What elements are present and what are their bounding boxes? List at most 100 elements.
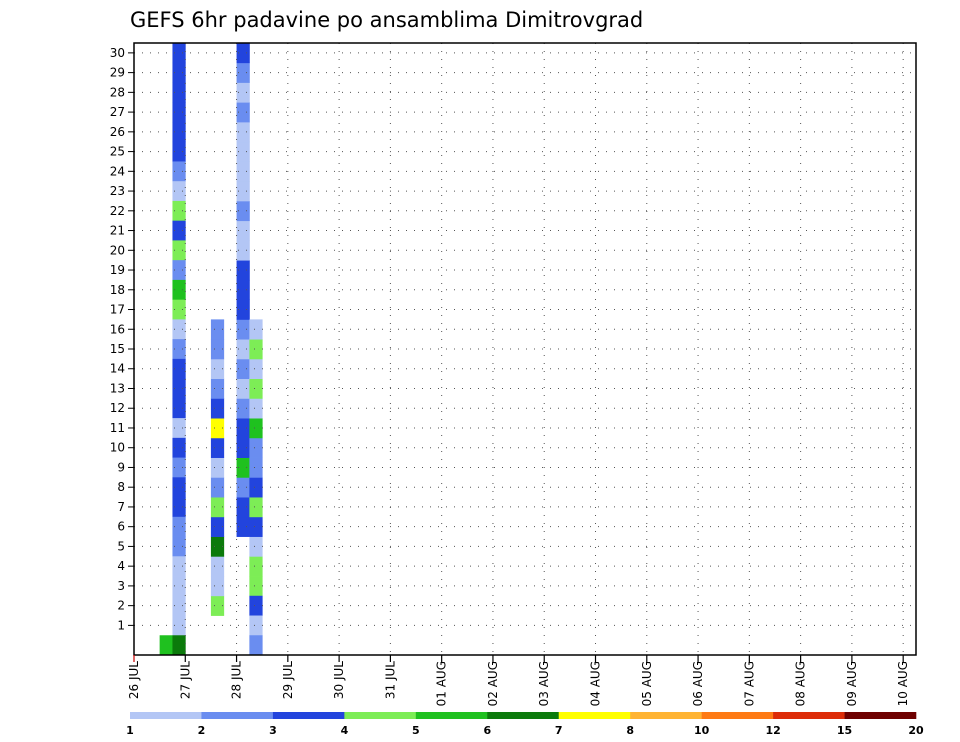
x-tick-label: 04 AUG [589,661,603,706]
precip-cell [236,437,250,458]
y-tick-label: 15 [110,342,125,356]
x-tick-label: 28 JUL [230,661,244,699]
precip-cell [172,279,186,301]
y-axis: 1234567891011121314151617181920212223242… [110,46,134,632]
legend-swatch [773,712,845,719]
precip-cell [249,536,263,557]
precip-cell [249,418,263,439]
legend-label: 1 [126,724,134,737]
precip-cell [172,437,186,458]
legend-label: 8 [626,724,634,737]
legend-label: 3 [269,724,277,737]
precip-cell [236,62,250,83]
precip-cell [249,556,263,577]
precip-cell [236,121,250,143]
precip-cell [210,457,225,478]
precip-cell [172,635,186,656]
precip-cell [210,358,225,380]
precip-cell [236,240,250,261]
precip-cell [249,497,263,518]
precip-cell [172,240,186,261]
precip-cell [210,536,225,557]
legend-swatch [415,712,488,719]
legend-label: 7 [555,724,563,737]
precip-cell [249,576,263,597]
y-tick-label: 2 [117,599,125,613]
precip-cell [172,595,186,616]
y-tick-label: 19 [110,263,125,277]
color-legend: 1 2 3 4 5 6 7 8 10 12 15 20 [126,712,924,737]
precip-cell [172,102,186,123]
precip-cell [249,339,263,360]
y-tick-label: 29 [110,66,125,80]
precip-cell [236,200,250,222]
x-tick-label: 31 JUL [383,661,397,699]
x-tick-label: 07 AUG [742,661,756,706]
precip-cell [172,121,186,143]
legend-swatch [844,712,917,719]
y-tick-label: 25 [110,145,125,159]
x-tick-label: 01 AUG [435,661,449,706]
precip-cell [236,398,250,419]
y-tick-label: 9 [117,460,125,474]
legend-label: 2 [198,724,206,737]
precip-cell [210,339,225,360]
y-tick-label: 26 [110,125,125,139]
precip-cell [210,319,225,340]
precip-cell [236,299,250,320]
precip-cell [249,437,263,458]
x-tick-label: 26 JUL [127,661,141,699]
legend-label: 4 [341,724,349,737]
x-tick-label: 10 AUG [896,661,910,706]
precip-cell [236,516,250,537]
x-tick-label: 29 JUL [281,661,295,699]
legend-swatch [201,712,274,719]
precip-cell [236,82,250,103]
precip-cell [210,595,225,616]
precip-cell [172,161,186,182]
x-tick-label: 30 JUL [332,661,346,699]
precip-cell [236,260,250,281]
y-tick-label: 16 [110,322,125,336]
precip-cell [172,43,186,64]
precip-cell [236,43,250,64]
legend-label: 20 [908,724,924,737]
x-tick-label: 08 AUG [794,661,808,706]
precip-cell [236,497,250,518]
legend-swatch [630,712,702,719]
precip-cell [236,319,250,340]
precip-cell [172,556,186,577]
x-axis: 26 JUL 27 JUL 28 JUL 29 JUL 30 JUL 31 JUL 01 A… [127,655,910,706]
x-tick-label: 27 JUL [178,661,192,699]
precip-cell [210,418,225,439]
legend-label: 10 [694,724,710,737]
precip-cell [172,260,186,281]
precip-cell [172,536,186,557]
precip-cell [172,576,186,597]
precip-cells [159,43,263,656]
legend-label: 6 [483,724,491,737]
y-tick-label: 17 [110,303,125,317]
legend-swatch [487,712,560,719]
precip-cell [249,595,263,616]
y-tick-label: 8 [117,480,125,494]
y-tick-label: 30 [110,46,125,60]
precip-cell [172,457,186,478]
chart-title: GEFS 6hr padavine po ansamblima Dimitrov… [130,8,643,32]
precip-cell [236,141,250,162]
precip-cell [236,358,250,380]
y-tick-label: 22 [110,204,125,218]
precip-cell [210,477,225,498]
precip-cell [172,141,186,162]
precip-cell [172,615,186,636]
precip-cell [172,319,186,340]
y-tick-label: 7 [117,500,125,514]
precip-cell [172,378,186,399]
precip-cell [249,398,263,419]
precip-cell [172,418,186,439]
precip-cell [172,82,186,103]
precip-cell [210,398,225,419]
x-tick-label: 03 AUG [537,661,551,706]
precip-cell [172,200,186,222]
